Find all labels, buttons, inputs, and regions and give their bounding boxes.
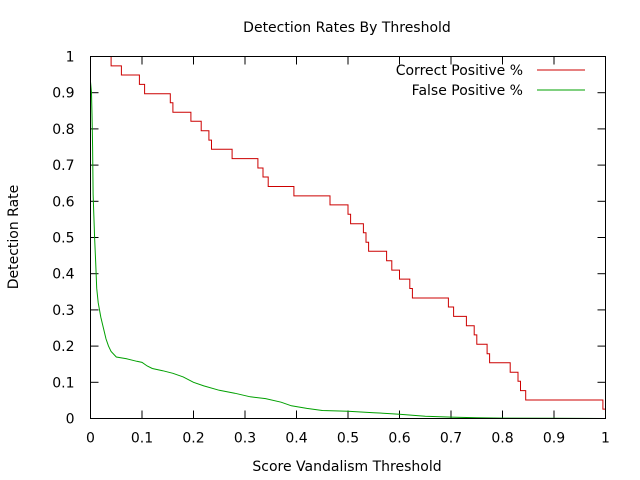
y-tick-label: 0.4 bbox=[52, 267, 74, 283]
y-tick-label: 0 bbox=[66, 412, 75, 428]
y-tick-label: 0.9 bbox=[52, 86, 74, 102]
plot-frame bbox=[90, 56, 606, 419]
chart-title: Detection Rates By Threshold bbox=[243, 20, 451, 36]
series-line-2 bbox=[90, 81, 606, 419]
y-tick-label: 0.7 bbox=[52, 158, 74, 174]
axis-ticks: 0 0.1 0.2 0.3 0.4 0.5 0.6 0.7 0.8 0.9 1 0 0.1 0.2 0.3 0… bbox=[52, 50, 610, 447]
x-tick-label: 0.7 bbox=[440, 431, 462, 447]
y-tick-label: 0.6 bbox=[52, 194, 74, 210]
x-tick-label: 0.2 bbox=[182, 431, 204, 447]
x-tick-label: 0.4 bbox=[285, 431, 307, 447]
x-tick-label: 1 bbox=[601, 431, 610, 447]
y-tick-label: 0.1 bbox=[52, 375, 74, 391]
y-axis-label: Detection Rate bbox=[6, 185, 22, 290]
series-line-1 bbox=[108, 56, 606, 410]
x-tick-label: 0.6 bbox=[388, 431, 410, 447]
x-tick-label: 0.5 bbox=[337, 431, 359, 447]
legend-label: Correct Positive % bbox=[396, 63, 523, 79]
plot-area bbox=[90, 56, 606, 419]
x-tick-label: 0 bbox=[86, 431, 95, 447]
y-tick-label: 1 bbox=[66, 50, 75, 66]
x-tick-label: 0.8 bbox=[491, 431, 513, 447]
x-tick-label: 0.1 bbox=[131, 431, 153, 447]
y-tick-label: 0.5 bbox=[52, 231, 74, 247]
y-tick-label: 0.3 bbox=[52, 303, 74, 319]
y-tick-label: 0.8 bbox=[52, 122, 74, 138]
legend-label: False Positive % bbox=[412, 83, 523, 99]
x-axis-label: Score Vandalism Threshold bbox=[252, 459, 441, 475]
y-tick-label: 0.2 bbox=[52, 339, 74, 355]
x-tick-label: 0.3 bbox=[234, 431, 256, 447]
legend: Correct Positive % False Positive % bbox=[396, 63, 585, 99]
x-tick-label: 0.9 bbox=[543, 431, 565, 447]
